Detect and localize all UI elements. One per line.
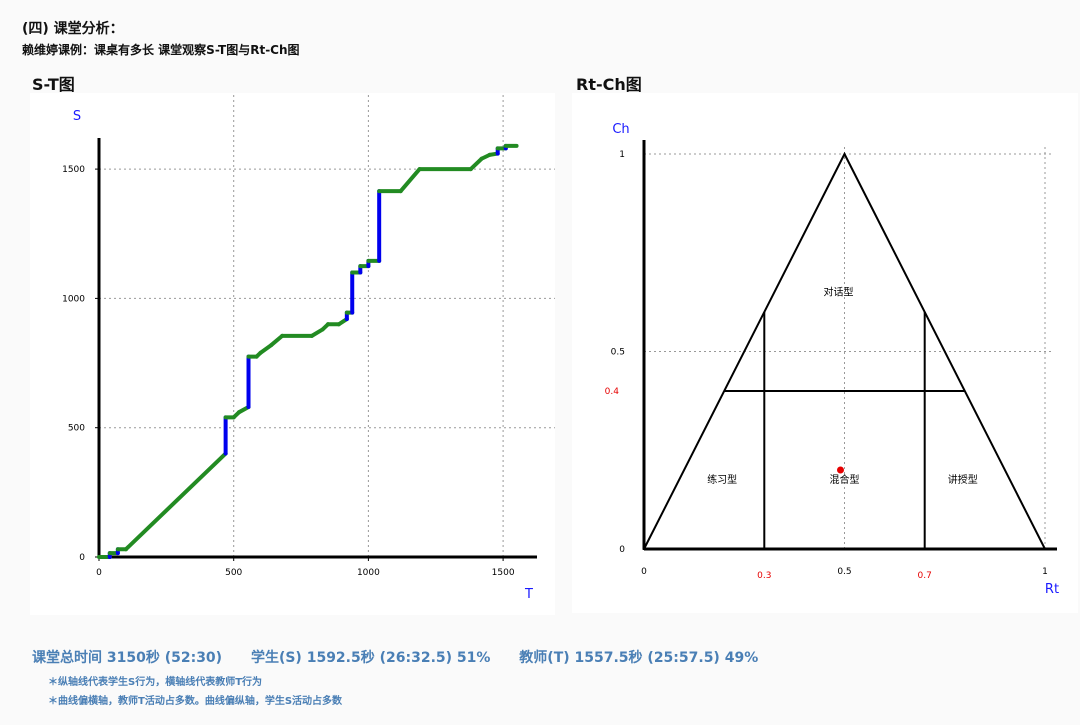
- y-tick-label-red: 0.4: [605, 387, 620, 397]
- x-tick-label: 1000: [357, 568, 380, 578]
- region-label: 对话型: [823, 285, 853, 298]
- x-tick-label: 0: [641, 567, 647, 577]
- rtch-chart-panel: 0 0.5 1 0.3 0.7 0 0.5 1 0.4 Rt Ch 对话型练习型 混合型 讲授型: [572, 93, 1078, 613]
- teacher-segment: [398, 167, 422, 194]
- x-tick-label-red: 0.3: [757, 571, 771, 581]
- note-axis-meaning: ＊纵轴线代表学生S行为，横轴线代表教师T行为: [48, 677, 263, 688]
- section-heading: (四) 课堂分析：: [22, 21, 124, 37]
- y-axis-label: Ch: [612, 122, 629, 137]
- lesson-subheading: 赖维婷课例：课桌有多长 课堂观察S-T图与Rt-Ch图: [22, 43, 300, 57]
- teacher-time-text: 教师(T) 1557.5秒 (25:57.5) 49%: [519, 650, 759, 666]
- y-tick-label: 1: [619, 150, 625, 160]
- x-tick-label: 1500: [492, 568, 515, 578]
- y-tick-label: 0.5: [611, 348, 625, 358]
- lesson-point: [836, 466, 844, 474]
- teacher-segment: [309, 327, 325, 338]
- rtch-chart-title: Rt-Ch图: [576, 75, 642, 94]
- x-tick-label: 500: [225, 568, 242, 578]
- y-axis-label: S: [73, 109, 81, 124]
- st-chart: 0500100015002000250030000500100015002000…: [62, 0, 989, 602]
- x-tick-label-red: 0.7: [918, 571, 932, 581]
- note-curve-meaning: ＊曲线偏横轴，教师T活动占多数。曲线偏纵轴，学生S活动占多数: [48, 696, 343, 707]
- y-tick-label: 500: [68, 424, 85, 434]
- triangle-outline: [642, 151, 1047, 550]
- x-tick-label: 0: [96, 568, 102, 578]
- x-tick-label: 0.5: [837, 567, 851, 577]
- y-tick-label: 1500: [62, 165, 85, 175]
- summary-line: 课堂总时间 3150秒 (52:30) 学生(S) 1592.5秒 (26:32…: [32, 647, 782, 667]
- region-label: 讲授型: [948, 473, 978, 486]
- teacher-segment: [258, 342, 274, 355]
- region-label: 练习型: [707, 473, 737, 486]
- x-axis-label: Rt: [1045, 582, 1059, 597]
- y-tick-label: 0: [619, 545, 625, 555]
- x-tick-label: 1: [1042, 567, 1048, 577]
- teacher-segment: [468, 156, 484, 172]
- x-axis-label: T: [524, 587, 533, 602]
- region-label: 混合型: [830, 473, 860, 486]
- teacher-segment: [269, 333, 285, 347]
- st-chart-title: S-T图: [32, 75, 75, 94]
- teacher-segment: [123, 451, 228, 552]
- student-time-text: 学生(S) 1592.5秒 (26:32.5) 51%: [250, 650, 491, 666]
- y-tick-label: 1000: [62, 294, 85, 304]
- total-time-text: 课堂总时间 3150秒 (52:30): [32, 650, 223, 666]
- y-tick-label: 0: [79, 553, 85, 563]
- st-chart-panel: 0500100015002000250030000500100015002000…: [30, 0, 989, 615]
